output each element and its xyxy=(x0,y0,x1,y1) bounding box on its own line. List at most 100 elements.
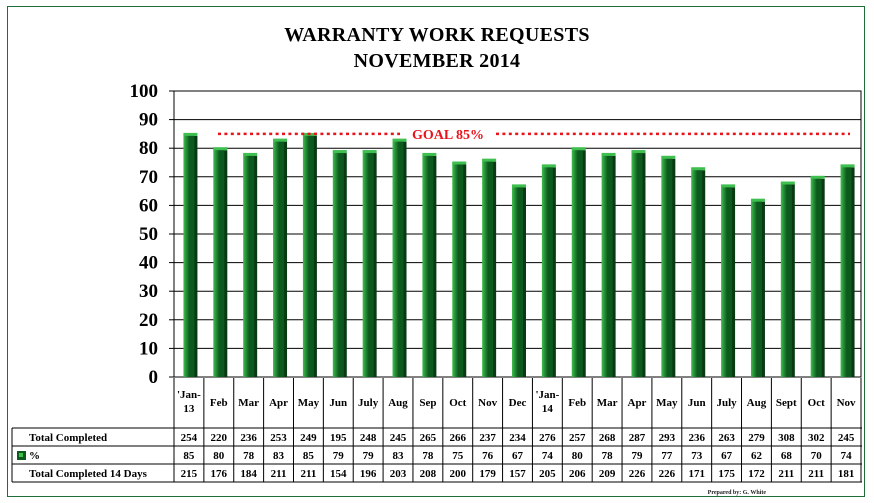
table-cell: 85 xyxy=(183,450,195,462)
bar xyxy=(631,151,643,377)
bar xyxy=(302,133,314,377)
table-cell: 175 xyxy=(718,468,735,480)
bar xyxy=(541,165,553,377)
x-tick-label: Oct xyxy=(449,397,466,409)
table-cell: 184 xyxy=(240,468,257,480)
table-cell: 211 xyxy=(808,468,824,480)
x-tick-label: Mar xyxy=(597,397,618,409)
table-cell: 78 xyxy=(243,450,255,462)
bar xyxy=(571,148,583,377)
table-cell: 263 xyxy=(718,432,735,444)
table-cell: 279 xyxy=(748,432,765,444)
table-cell: 172 xyxy=(748,468,765,480)
y-tick-label: 30 xyxy=(139,281,158,302)
bar-top xyxy=(541,164,556,168)
bar-top xyxy=(243,152,258,156)
table-cell: 200 xyxy=(450,468,467,480)
table-cell: 181 xyxy=(838,468,855,480)
table-cell: 287 xyxy=(629,432,646,444)
table-cell: 67 xyxy=(512,450,524,462)
bar xyxy=(213,148,225,377)
bar xyxy=(780,182,792,377)
bar-top xyxy=(452,161,467,165)
bar-top xyxy=(422,152,437,156)
bar xyxy=(601,153,613,377)
table-cell: 236 xyxy=(240,432,257,444)
x-tick-label: Oct xyxy=(808,397,825,409)
table-cell: 74 xyxy=(542,450,554,462)
bar-top xyxy=(631,150,646,154)
table-cell: 79 xyxy=(631,450,643,462)
y-tick-label: 80 xyxy=(139,138,158,159)
bar xyxy=(512,185,523,377)
x-tick-label: Feb xyxy=(568,397,586,409)
y-tick-label: 20 xyxy=(139,310,158,331)
table-cell: 83 xyxy=(393,450,405,462)
bar xyxy=(810,176,822,377)
table-cell: 83 xyxy=(273,450,285,462)
table-cell: 196 xyxy=(360,468,377,480)
table-cell: 179 xyxy=(479,468,496,480)
x-tick-label: May xyxy=(298,397,320,409)
bar xyxy=(452,162,464,377)
y-tick-label: 50 xyxy=(139,224,158,245)
bar xyxy=(661,156,673,377)
x-tick-label: 'Jan-13 xyxy=(177,389,201,415)
table-cell: 254 xyxy=(181,432,198,444)
x-tick-label: Apr xyxy=(628,397,647,409)
table-cell: 203 xyxy=(390,468,407,480)
bar xyxy=(392,139,404,377)
bar-top xyxy=(601,152,616,156)
bar-top xyxy=(273,138,288,142)
table-cell: 85 xyxy=(303,450,315,462)
prepared-by-credit: Prepared by: G. White xyxy=(707,490,766,496)
bar-top xyxy=(661,155,676,159)
bar-top xyxy=(780,181,795,185)
y-tick-label: 90 xyxy=(139,110,158,131)
table-cell: 78 xyxy=(422,450,434,462)
table-cell: 211 xyxy=(778,468,794,480)
table-cell: 68 xyxy=(781,450,793,462)
x-tick-label: July xyxy=(358,397,379,409)
table-cell: 236 xyxy=(688,432,705,444)
x-tick-label: Dec xyxy=(509,397,527,409)
table-cell: 245 xyxy=(390,432,407,444)
legend-swatch-highlight xyxy=(19,453,23,457)
table-cell: 208 xyxy=(420,468,437,480)
y-tick-label: 70 xyxy=(139,167,158,188)
bar-top xyxy=(362,150,377,154)
x-tick-label: 'Jan-14 xyxy=(535,389,559,415)
table-cell: 215 xyxy=(181,468,198,480)
x-tick-label: Nov xyxy=(478,397,497,409)
x-tick-label: May xyxy=(656,397,678,409)
table-cell: 268 xyxy=(599,432,616,444)
table-cell: 257 xyxy=(569,432,586,444)
table-cell: 249 xyxy=(300,432,317,444)
table-cell: 266 xyxy=(450,432,467,444)
table-cell: 77 xyxy=(661,450,673,462)
table-cell: 78 xyxy=(602,450,614,462)
legend-label: % xyxy=(29,450,40,462)
table-cell: 211 xyxy=(271,468,287,480)
table-cell: 302 xyxy=(808,432,825,444)
bar xyxy=(721,185,733,377)
bar-top xyxy=(512,184,526,188)
bar xyxy=(243,153,255,377)
table-cell: 209 xyxy=(599,468,616,480)
x-tick-label: Aug xyxy=(747,397,767,409)
bar-top xyxy=(482,158,497,162)
bar-top xyxy=(392,138,407,142)
bar xyxy=(482,159,494,377)
table-cell: 171 xyxy=(688,468,705,480)
chart-title: WARRANTY WORK REQUESTS xyxy=(284,24,590,46)
table-cell: 226 xyxy=(659,468,676,480)
table-cell: 206 xyxy=(569,468,586,480)
table-cell: 211 xyxy=(300,468,316,480)
table-cell: 79 xyxy=(363,450,375,462)
table-cell: 176 xyxy=(211,468,228,480)
y-tick-label: 100 xyxy=(130,81,159,102)
bar-top xyxy=(213,147,228,151)
bar xyxy=(691,168,703,377)
table-cell: 265 xyxy=(420,432,437,444)
